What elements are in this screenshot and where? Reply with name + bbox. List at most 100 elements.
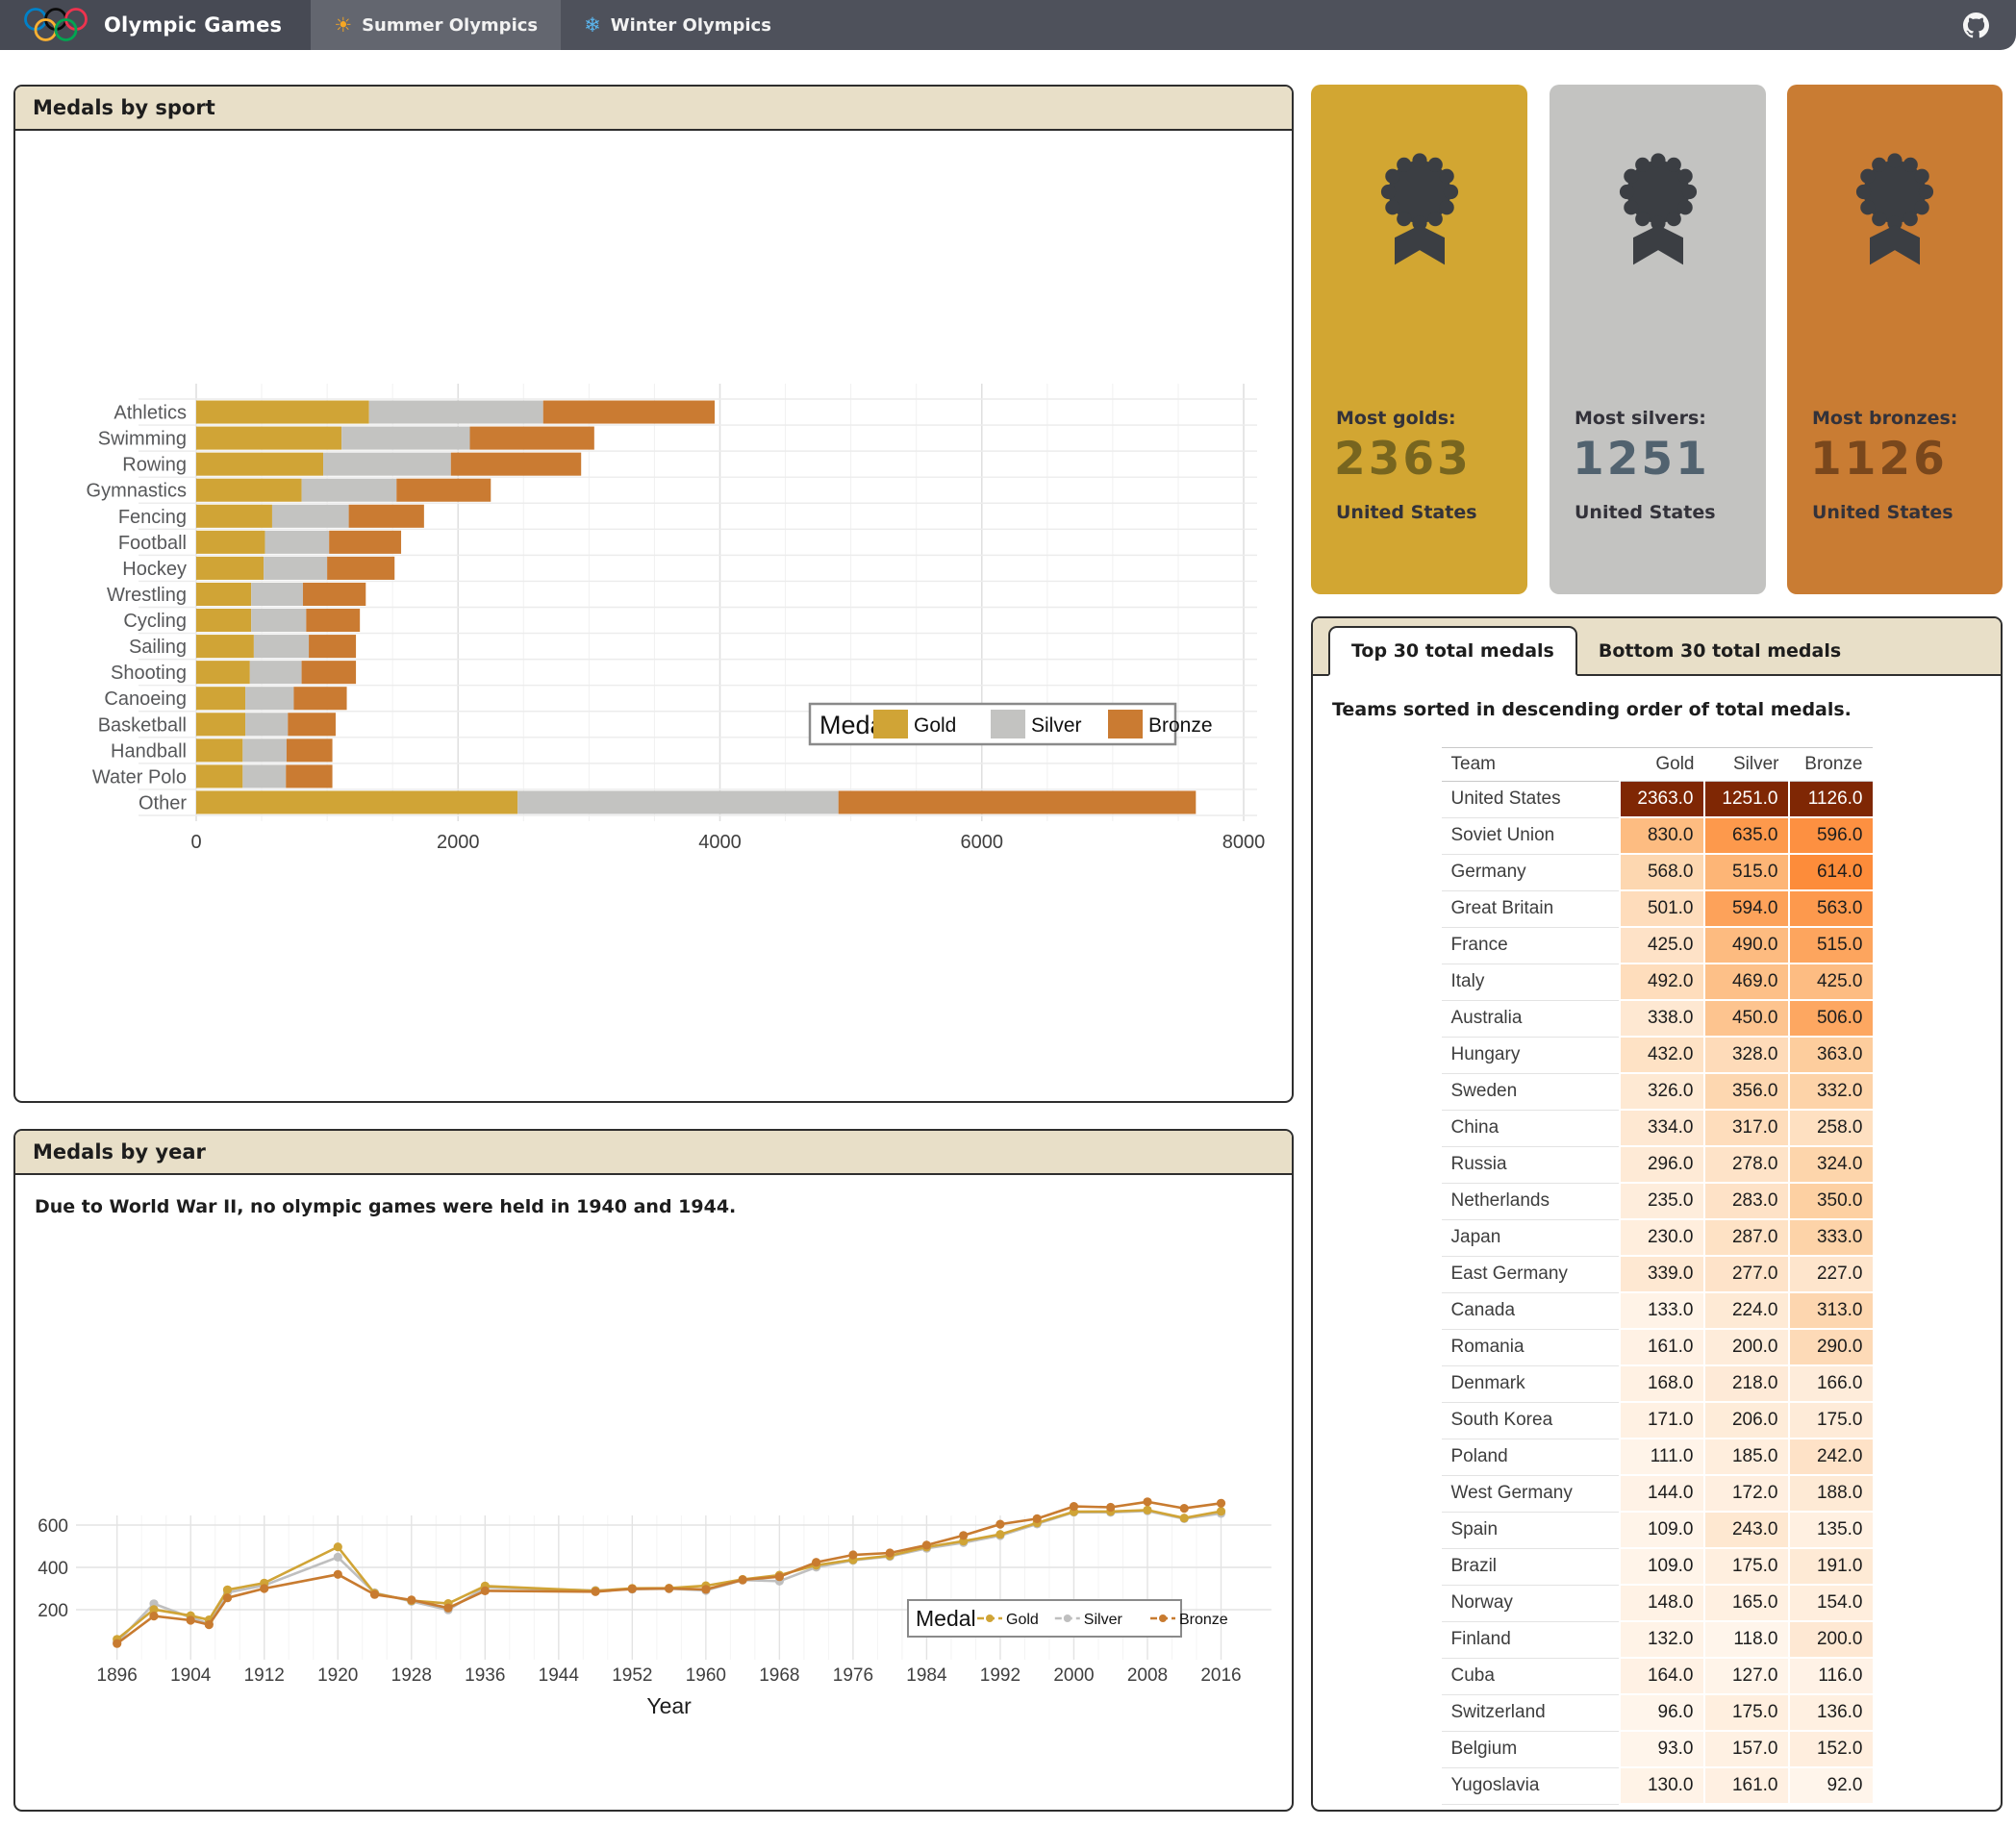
svg-text:600: 600 [38, 1516, 68, 1537]
medal-count-cell: 154.0 [1787, 1585, 1873, 1622]
nav-tab-label: Summer Olympics [362, 14, 539, 36]
table-row: Sweden 326.0 356.0 332.0 [1441, 1073, 1873, 1111]
table-row: Spain 109.0 243.0 135.0 [1441, 1512, 1873, 1549]
nav-tab-winter-olympics[interactable]: ❄ Winter Olympics [561, 0, 794, 50]
medal-count-cell: 200.0 [1702, 1329, 1789, 1366]
medals-tabs-bar: Top 30 total medals Bottom 30 total meda… [1313, 618, 2001, 676]
nav-tab-summer-olympics[interactable]: ☀ Summer Olympics [311, 0, 562, 50]
tab-top-30-total-medals[interactable]: Top 30 total medals [1328, 626, 1577, 676]
medal-count-cell: 594.0 [1702, 890, 1789, 928]
world-war-note: Due to World War II, no olympic games we… [35, 1196, 737, 1217]
svg-text:Silver: Silver [1031, 714, 1082, 737]
svg-text:2000: 2000 [437, 832, 480, 853]
svg-text:Fencing: Fencing [118, 507, 187, 528]
column-header-bronze: Bronze [1788, 747, 1873, 782]
bar-handball [196, 738, 333, 763]
table-row: South Korea 171.0 206.0 175.0 [1441, 1402, 1873, 1439]
medal-count-cell: 243.0 [1702, 1512, 1789, 1549]
bar-chart-legend: Medal Gold Silver Bronze [808, 702, 1213, 746]
gold-medal-icon [1367, 148, 1473, 278]
svg-text:Hockey: Hockey [122, 559, 187, 580]
svg-text:1984: 1984 [906, 1665, 947, 1686]
table-row: Norway 148.0 165.0 154.0 [1441, 1585, 1873, 1622]
card-label: Most golds: [1336, 408, 1456, 429]
medal-count-cell: 161.0 [1618, 1329, 1704, 1366]
svg-text:8000: 8000 [1222, 832, 1266, 853]
bronze-medal-icon [1842, 148, 1948, 278]
medal-count-cell: 492.0 [1618, 964, 1704, 1001]
app-title: Olympic Games [104, 13, 283, 37]
table-row: Italy 492.0 469.0 425.0 [1441, 964, 1873, 1001]
table-row: East Germany 339.0 277.0 227.0 [1441, 1256, 1873, 1293]
medal-count-cell: 332.0 [1787, 1073, 1873, 1111]
table-row: France 425.0 490.0 515.0 [1441, 927, 1873, 964]
svg-text:Medal: Medal [916, 1606, 976, 1631]
medal-count-cell: 317.0 [1702, 1110, 1789, 1147]
svg-text:2008: 2008 [1127, 1665, 1168, 1686]
team-cell: Canada [1441, 1292, 1620, 1330]
medals-by-year-panel: Medals by year Due to World War II, no o… [13, 1129, 1294, 1812]
medals-by-year-title: Medals by year [15, 1131, 1292, 1175]
team-cell: Italy [1441, 964, 1620, 1001]
column-header-silver: Silver [1703, 747, 1789, 782]
team-cell: Soviet Union [1441, 817, 1620, 855]
team-cell: France [1441, 927, 1620, 964]
table-row: Hungary 432.0 328.0 363.0 [1441, 1037, 1873, 1074]
line-chart-legend: Medal Gold Silver Bronze [907, 1599, 1228, 1638]
table-row: Soviet Union 830.0 635.0 596.0 [1441, 817, 1873, 855]
medal-count-cell: 227.0 [1787, 1256, 1873, 1293]
svg-text:1992: 1992 [980, 1665, 1021, 1686]
svg-text:Swimming: Swimming [98, 429, 187, 450]
table-row: Finland 132.0 118.0 200.0 [1441, 1621, 1873, 1659]
github-link[interactable] [1963, 12, 1989, 38]
bar-fencing [196, 504, 424, 528]
medal-count-cell: 230.0 [1618, 1219, 1704, 1257]
sun-icon: ☀ [334, 13, 353, 37]
svg-text:400: 400 [38, 1559, 68, 1579]
medal-count-cell: 235.0 [1618, 1183, 1704, 1220]
svg-text:Silver: Silver [1084, 1612, 1123, 1628]
tab-bottom-30-total-medals[interactable]: Bottom 30 total medals [1598, 640, 1842, 662]
medal-count-cell: 165.0 [1702, 1585, 1789, 1622]
svg-text:Water Polo: Water Polo [92, 766, 187, 788]
medal-count-cell: 283.0 [1702, 1183, 1789, 1220]
table-row: Canada 133.0 224.0 313.0 [1441, 1292, 1873, 1330]
team-cell: Great Britain [1441, 890, 1620, 928]
svg-text:1896: 1896 [97, 1665, 138, 1686]
svg-text:Football: Football [118, 533, 187, 554]
most-silvers-value: 1251 [1573, 433, 1710, 486]
team-cell: Germany [1441, 854, 1620, 891]
medal-count-cell: 148.0 [1618, 1585, 1704, 1622]
total-medals-panel: Top 30 total medals Bottom 30 total meda… [1311, 616, 2003, 1812]
team-cell: Netherlands [1441, 1183, 1620, 1220]
medal-count-cell: 175.0 [1702, 1694, 1789, 1732]
medals-by-sport-bar-chart: Athletics Swimming Rowing Gymnastics Fencing… [87, 384, 1266, 853]
medal-count-cell: 218.0 [1702, 1365, 1789, 1403]
medal-count-cell: 109.0 [1618, 1512, 1704, 1549]
most-golds-value: 2363 [1334, 433, 1472, 486]
team-cell: Romania [1441, 1329, 1620, 1366]
bar-water-polo [196, 764, 333, 788]
team-cell: Poland [1441, 1439, 1620, 1476]
team-cell: Brazil [1441, 1548, 1620, 1586]
bar-football [196, 530, 402, 554]
medal-count-cell: 175.0 [1702, 1548, 1789, 1586]
medal-count-cell: 563.0 [1787, 890, 1873, 928]
medal-count-cell: 118.0 [1702, 1621, 1789, 1659]
team-cell: Japan [1441, 1219, 1620, 1257]
bar-hockey [196, 556, 395, 580]
svg-text:Gold: Gold [1006, 1612, 1039, 1628]
table-header-row: Team Gold Silver Bronze [1441, 747, 1873, 782]
medal-count-cell: 425.0 [1618, 927, 1704, 964]
table-row: United States 2363.0 1251.0 1126.0 [1441, 781, 1873, 818]
svg-text:0: 0 [190, 832, 201, 853]
silver-medal-icon [1605, 148, 1711, 278]
medal-count-cell: 130.0 [1618, 1767, 1704, 1805]
svg-text:1952: 1952 [612, 1665, 652, 1686]
svg-text:Gold: Gold [914, 714, 956, 737]
svg-text:Gymnastics: Gymnastics [87, 481, 187, 502]
medal-count-cell: 296.0 [1618, 1146, 1704, 1184]
bar-gymnastics [196, 478, 491, 502]
medal-count-cell: 166.0 [1787, 1365, 1873, 1403]
